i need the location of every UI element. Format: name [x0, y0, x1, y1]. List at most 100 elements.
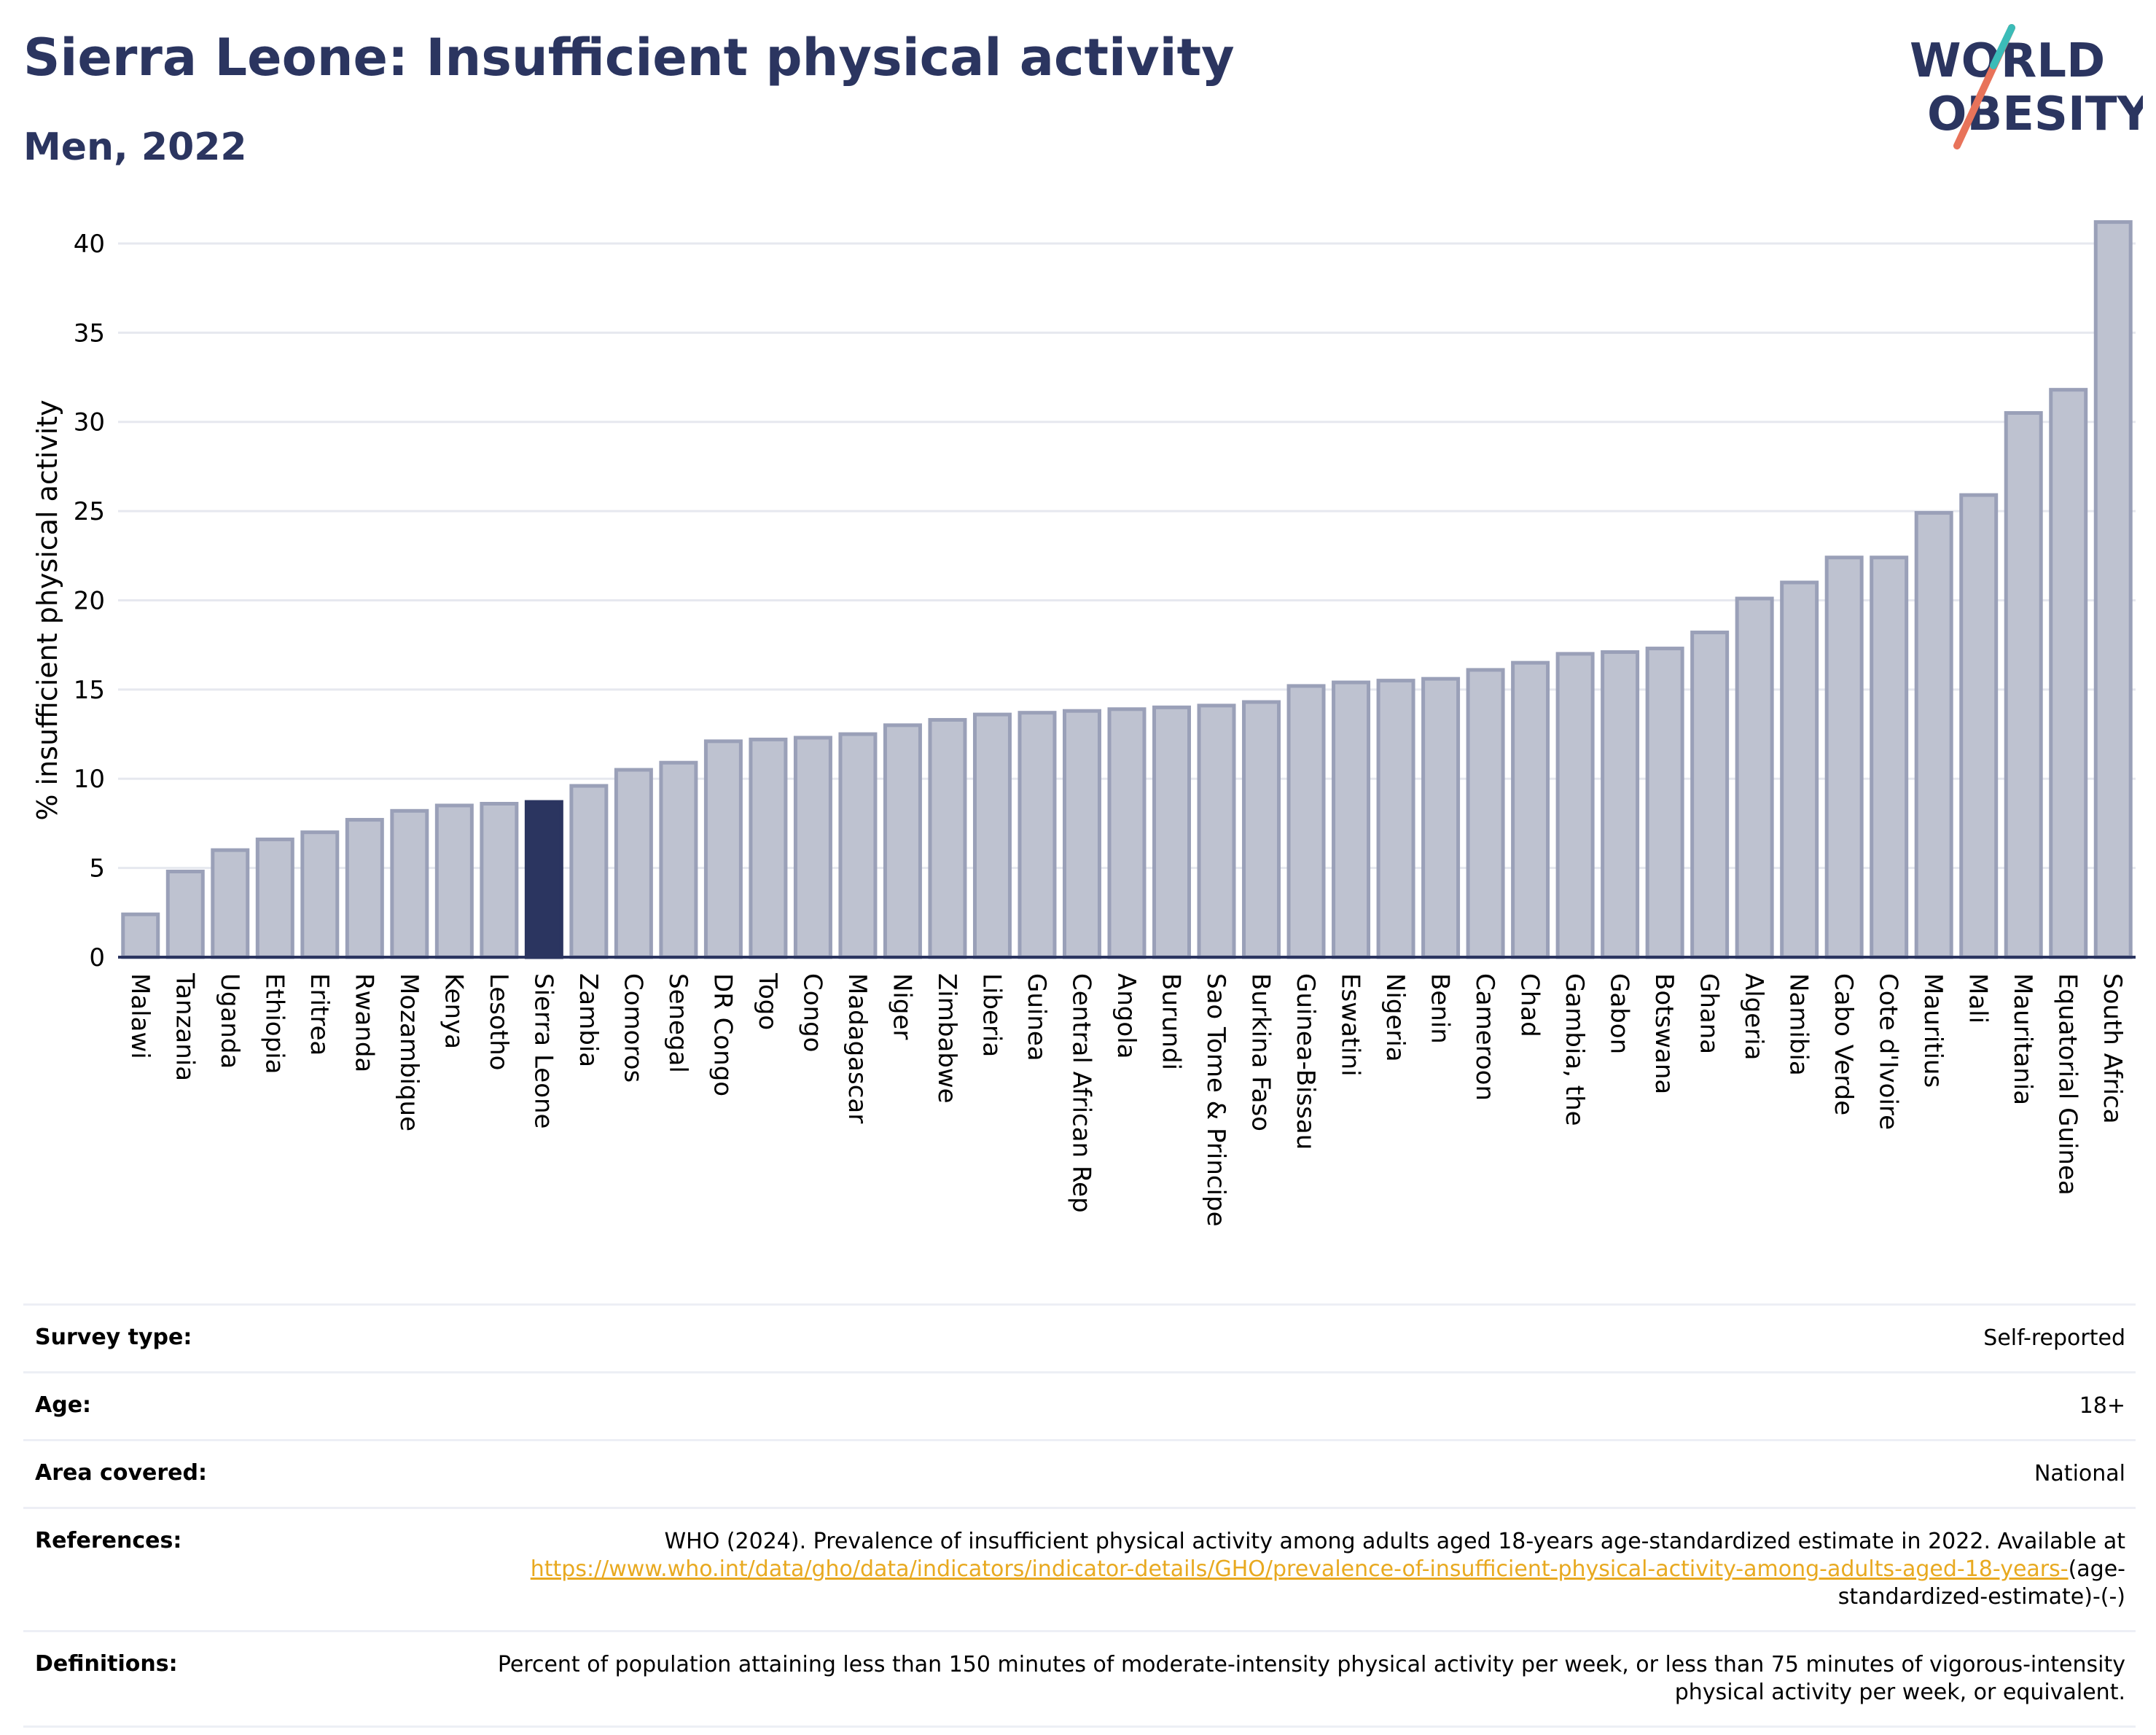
x-tick-label: Sao Tome & Principe [1201, 973, 1230, 1227]
x-tick-label: Namibia [1784, 973, 1813, 1076]
meta-value: WHO (2024). Prevalence of insufficient p… [449, 1528, 2136, 1611]
x-tick-label: Burkina Faso [1246, 973, 1276, 1131]
bar-dr-congo [703, 739, 743, 959]
x-tick-label: Benin [1426, 973, 1455, 1044]
x-tick-label: Ethiopia [259, 973, 289, 1074]
x-tick-label: Ghana [1695, 973, 1724, 1054]
x-tick-label: Eritrea [305, 973, 334, 1056]
meta-row-definitions: Definitions: Percent of population attai… [23, 1630, 2136, 1728]
bar-cote-d-ivoire [1870, 555, 1909, 959]
bar-namibia [1780, 580, 1819, 959]
bar-gambia-the [1555, 652, 1595, 959]
bar-niger [883, 723, 922, 959]
world-obesity-logo: WORLD OBESITY [1910, 24, 2143, 149]
y-tick-label: 5 [89, 854, 105, 884]
bar-senegal [659, 760, 698, 959]
x-tick-label: Mali [1964, 973, 1993, 1024]
x-tick-label: Botswana [1649, 973, 1679, 1094]
bar-equatorial-guinea [2049, 388, 2088, 959]
bar-zambia [569, 784, 609, 959]
bar-zimbabwe [928, 717, 967, 959]
x-tick-label: Kenya [439, 973, 468, 1049]
bar-south-africa [2093, 220, 2133, 959]
bar-togo [749, 737, 788, 959]
reference-suffix: (age-standardized-estimate)-(-) [1837, 1556, 2125, 1610]
bar-congo [793, 736, 832, 959]
x-tick-label: Niger [887, 973, 916, 1040]
y-tick-label: 10 [74, 765, 105, 794]
x-tick-label: Equatorial Guinea [2053, 973, 2082, 1196]
bar-madagascar [838, 732, 878, 959]
x-tick-label: Central African Rep [1066, 973, 1095, 1213]
x-tick-label: South Africa [2098, 973, 2127, 1124]
bar-mali [1959, 493, 1999, 959]
bar-central-african-rep [1062, 709, 1101, 959]
x-tick-label: Senegal [663, 973, 692, 1073]
meta-label: Age: [35, 1392, 92, 1418]
bar-comoros [614, 768, 653, 959]
x-tick-label: Liberia [977, 973, 1006, 1057]
x-tick-label: Algeria [1739, 973, 1768, 1060]
page-subtitle: Men, 2022 [23, 125, 247, 169]
x-tick-label: Chad [1515, 973, 1544, 1037]
bar-guinea [1018, 711, 1057, 959]
bar-gabon [1601, 650, 1640, 959]
meta-row-age: Age: 18+ [23, 1371, 2136, 1439]
bar-angola [1107, 707, 1147, 959]
x-tick-label: Sierra Leone [528, 973, 558, 1128]
bar-malawi [121, 912, 160, 959]
reference-text: WHO (2024). Prevalence of insufficient p… [664, 1529, 2125, 1554]
x-tick-label: Zambia [574, 973, 603, 1067]
meta-label: References: [35, 1528, 182, 1553]
meta-value: 18+ [2079, 1393, 2125, 1419]
meta-label: Definitions: [35, 1651, 178, 1677]
bar-lesotho [480, 802, 519, 959]
bar-rwanda [345, 818, 384, 959]
bar-nigeria [1376, 679, 1415, 959]
bar-cabo-verde [1824, 555, 1864, 959]
x-tick-label: Nigeria [1380, 973, 1410, 1062]
x-tick-label: DR Congo [708, 973, 737, 1096]
bar-burundi [1152, 705, 1192, 959]
bar-liberia [972, 712, 1012, 959]
x-tick-label: Malawi [125, 973, 155, 1059]
x-tick-label: Guinea-Bissau [1291, 973, 1320, 1150]
meta-value: Percent of population attaining less tha… [497, 1652, 2125, 1705]
meta-row-survey-type: Survey type: Self-reported [23, 1303, 2136, 1371]
y-tick-label: 0 [89, 943, 105, 972]
bar-uganda [211, 848, 250, 959]
bar-ghana [1690, 631, 1730, 959]
y-tick-label: 25 [74, 497, 105, 526]
bar-botswana [1645, 647, 1684, 959]
bar-eritrea [300, 830, 340, 959]
x-tick-label: Gabon [1605, 973, 1634, 1054]
y-tick-label: 35 [74, 319, 105, 348]
x-tick-label: Togo [753, 972, 782, 1030]
x-tick-label: Congo [797, 973, 827, 1052]
meta-value: Self-reported [1983, 1325, 2125, 1351]
y-axis-label: % insufficient physical activity [31, 399, 63, 820]
bar-chart: 0 5 10 15 20 25 30 35 40 % insufficient physical … [31, 220, 2136, 1227]
y-tick-label: 30 [74, 408, 105, 437]
bar-chad [1511, 660, 1550, 959]
meta-value: National [2034, 1461, 2125, 1486]
bar-eswatini [1332, 680, 1371, 959]
x-tick-label: Gambia, the [1560, 973, 1589, 1126]
metadata-table: Survey type: Self-reported Age: 18+ Area… [23, 1303, 2136, 1728]
x-tick-label: Burundi [1157, 973, 1186, 1070]
x-tick-label: Guinea [1022, 973, 1051, 1061]
x-tick-label: Cabo Verde [1829, 973, 1858, 1115]
bar-algeria [1735, 596, 1774, 959]
bar-tanzania [165, 870, 205, 959]
x-tick-label: Madagascar [843, 973, 872, 1123]
bar-guinea-bissau [1286, 684, 1326, 959]
bar-sierra-leone [524, 800, 563, 959]
reference-link[interactable]: https://www.who.int/data/gho/data/indica… [530, 1556, 2069, 1582]
bar-mozambique [390, 808, 429, 959]
x-tick-label: Zimbabwe [932, 973, 961, 1104]
bar-ethiopia [255, 837, 294, 959]
bar-benin [1421, 677, 1461, 959]
x-tick-label: Tanzania [170, 972, 199, 1081]
x-tick-label: Lesotho [484, 973, 513, 1070]
meta-label: Area covered: [35, 1460, 207, 1486]
